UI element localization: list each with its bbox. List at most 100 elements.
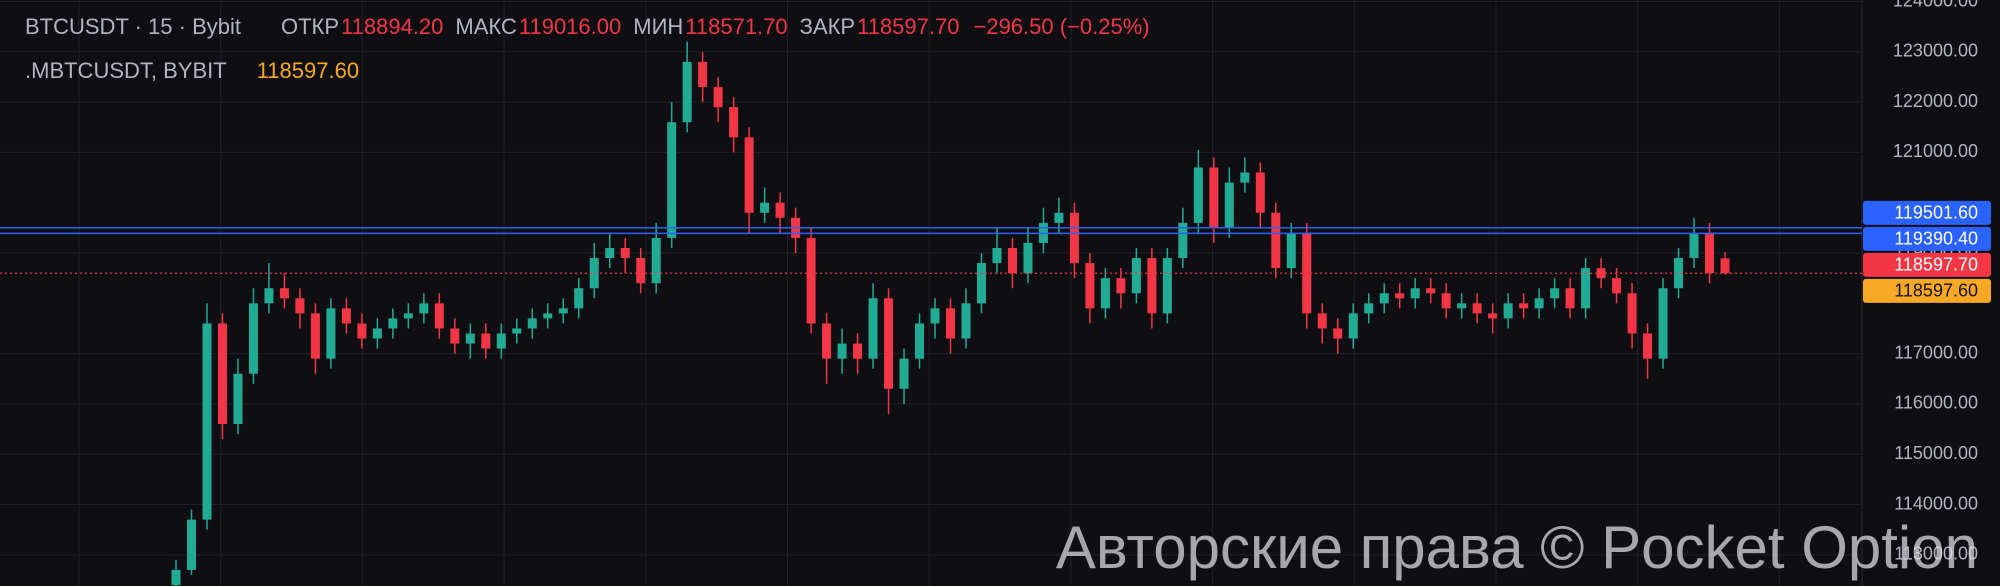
candle-body [1054, 212, 1064, 223]
candle-body [744, 137, 754, 213]
candle-body [1534, 298, 1544, 309]
legend-field-value: 119016.00 [518, 14, 622, 39]
candle-body [667, 122, 677, 238]
candle-body [853, 343, 863, 359]
legend-field-name: ЗАКР [799, 14, 856, 39]
y-tick-label: 124000.00 [1893, 0, 1978, 10]
candle-body [372, 328, 382, 339]
candle-body [574, 288, 584, 309]
candle-body [1364, 303, 1374, 314]
candle-body [1674, 258, 1684, 289]
price-label-box [1863, 226, 1991, 251]
legend-field-value: 118571.70 [685, 14, 788, 39]
candle-body [884, 298, 894, 389]
candle-body [1162, 258, 1172, 314]
candle-body [1116, 278, 1126, 294]
symbol: BTCUSDT · 15 · Bybit [25, 14, 241, 39]
candle-body [1612, 278, 1622, 294]
candle-body [1658, 288, 1668, 359]
candle-body [1193, 167, 1203, 223]
candle-body [651, 237, 661, 284]
price-label: 118597.70 [1894, 255, 1978, 275]
candle-body [512, 328, 522, 334]
candle-body [729, 107, 739, 138]
indicator-value: 118597.60 [256, 58, 360, 83]
candle-body [1255, 172, 1265, 213]
candle-body [1317, 313, 1327, 329]
candle-body [822, 323, 832, 359]
legend-change: −296.50 (−0.25%) [973, 14, 1150, 39]
legend-field-value: 118597.70 [857, 14, 960, 39]
candle-body [589, 258, 599, 289]
y-tick-label: 122000.00 [1893, 91, 1978, 111]
candle-body [233, 373, 243, 425]
candle-body [1131, 258, 1141, 294]
candle-body [419, 303, 429, 314]
indicator-name: .MBTCUSDT, BYBIT [25, 58, 227, 83]
price-label: 119390.40 [1894, 229, 1978, 249]
candle-body [868, 298, 878, 359]
candle-body [1333, 328, 1343, 339]
candle-body [388, 318, 398, 329]
candle-body [202, 323, 212, 520]
candle-body [976, 263, 986, 304]
candle-body [543, 313, 553, 319]
candle-body [806, 237, 816, 324]
candle-body [496, 333, 506, 349]
candle-body [1519, 303, 1529, 309]
candle-body [341, 308, 351, 324]
candle-body [248, 303, 258, 374]
candle-body [961, 303, 971, 339]
candle-body [1271, 212, 1281, 269]
candle-body [1007, 247, 1017, 274]
y-tick-label: 113000.00 [1894, 544, 1978, 564]
y-tick-label: 115000.00 [1894, 443, 1978, 463]
candle-body [279, 288, 289, 299]
candle-body [698, 61, 708, 88]
candle-body [1085, 263, 1095, 309]
legend-field-name: МИН [633, 14, 684, 39]
candle-body [620, 247, 630, 259]
legend-main: BTCUSDT · 15 · Bybit ОТКР 118894.20 МАКС 11… [25, 14, 1150, 40]
price-label: 119501.60 [1894, 203, 1978, 223]
candle-body [636, 258, 646, 284]
candle-body [1643, 333, 1653, 359]
candle-body [1410, 288, 1420, 299]
candle-body [434, 303, 444, 329]
candle-body [1147, 258, 1157, 314]
candle-body [481, 333, 491, 349]
price-label-box [1863, 200, 1991, 225]
y-tick-label: 114000.00 [1894, 493, 1978, 513]
watermark: Авторские права © Pocket Option [1055, 514, 1978, 581]
candle-body [1472, 303, 1482, 314]
candle-body [682, 61, 692, 123]
candle-body [1581, 268, 1591, 309]
price-label-box [1863, 252, 1991, 277]
candle-body [605, 247, 615, 259]
candle-body [946, 308, 955, 339]
candle-body [217, 323, 227, 425]
legend-field-value: 118894.20 [341, 14, 444, 39]
candle-body [1457, 303, 1467, 309]
candle-body [760, 202, 770, 213]
candle-body [915, 323, 925, 359]
candle-body [1023, 242, 1033, 274]
candle-body [171, 569, 181, 585]
candle-body [1488, 313, 1498, 319]
candle-body [450, 328, 460, 344]
candle-body [1348, 313, 1358, 339]
candle-body [403, 313, 413, 319]
candle-body [775, 202, 785, 218]
candle-body [1503, 303, 1513, 319]
candle-body [310, 313, 320, 359]
candle-body [295, 298, 305, 314]
y-tick-label: 116000.00 [1894, 393, 1978, 413]
candle-body [465, 333, 475, 344]
candle-body [837, 343, 847, 359]
candle-body [899, 358, 909, 389]
candle-body [1178, 222, 1188, 259]
legend-indicator: .MBTCUSDT, BYBIT 118597.60 [25, 58, 359, 84]
candle-body [527, 318, 537, 329]
price-label: 118597.60 [1894, 281, 1978, 301]
